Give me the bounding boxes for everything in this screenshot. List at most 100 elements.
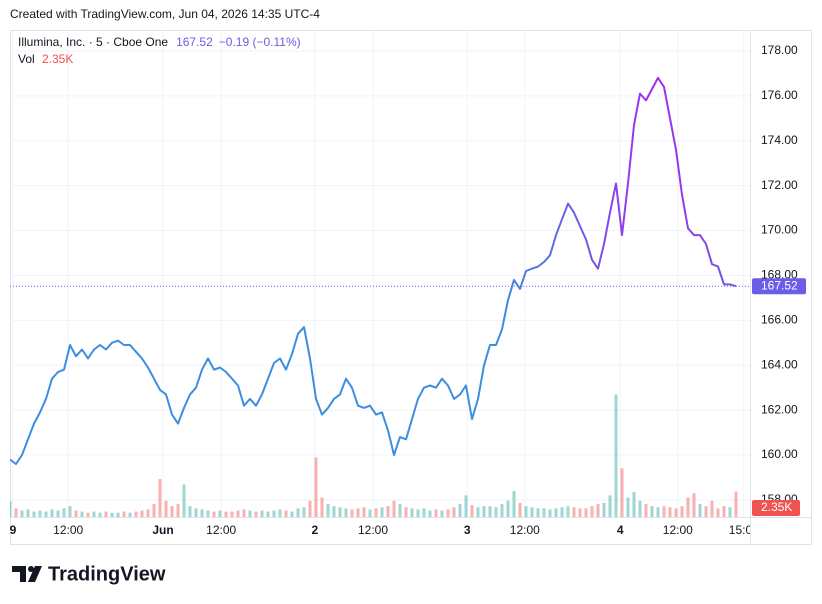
volume-bar xyxy=(146,509,150,517)
volume-bar xyxy=(542,508,546,517)
volume-bar xyxy=(158,479,162,517)
volume-bar xyxy=(266,511,270,517)
volume-bar xyxy=(632,492,636,517)
volume-bar xyxy=(380,507,384,517)
volume-bar xyxy=(488,506,492,517)
volume-bar xyxy=(692,493,696,517)
volume-bar xyxy=(668,507,672,517)
volume-bar xyxy=(248,510,252,517)
volume-bar xyxy=(560,507,564,517)
volume-bar xyxy=(188,506,192,517)
volume-bar xyxy=(314,457,318,517)
volume-bar xyxy=(38,510,42,517)
volume-bar xyxy=(458,504,462,517)
volume-bar xyxy=(122,511,126,517)
volume-bar xyxy=(710,500,714,517)
volume-bar xyxy=(614,394,618,517)
volume-bar xyxy=(548,509,552,517)
y-tick-label: 170.00 xyxy=(761,223,798,237)
volume-bar xyxy=(56,510,60,517)
volume-bar xyxy=(80,511,84,517)
x-tick-label: 2 xyxy=(311,523,318,537)
volume-bar xyxy=(584,508,588,517)
volume-bar xyxy=(20,510,24,517)
x-tick-label: 12:00 xyxy=(206,523,236,537)
volume-bar xyxy=(218,510,222,517)
volume-bar xyxy=(422,508,426,517)
volume-bar xyxy=(236,510,240,517)
volume-bar xyxy=(416,509,420,517)
volume-bar xyxy=(92,511,96,517)
volume-bar xyxy=(110,512,114,517)
x-tick-label: Jun xyxy=(152,523,173,537)
volume-bar xyxy=(128,512,132,517)
volume-bar xyxy=(536,508,540,517)
chart-frame xyxy=(10,30,812,545)
volume-bar xyxy=(374,508,378,517)
logo-icon xyxy=(28,566,42,582)
volume-bar xyxy=(290,511,294,517)
volume-bar xyxy=(284,510,288,517)
volume-bar xyxy=(596,504,600,517)
volume-bar xyxy=(212,511,216,517)
volume-bar xyxy=(104,511,108,517)
volume-bar xyxy=(716,508,720,517)
volume-bar xyxy=(356,508,360,517)
y-tick-label: 178.00 xyxy=(761,43,798,57)
volume-badge xyxy=(752,500,800,516)
volume-bar xyxy=(152,504,156,517)
volume-bar xyxy=(704,506,708,517)
volume-bar xyxy=(50,509,54,517)
volume-bar xyxy=(650,506,654,517)
volume-bar xyxy=(302,507,306,517)
volume-bar xyxy=(338,507,342,517)
price-line xyxy=(10,76,737,465)
symbol-title: Illumina, Inc. · 5 · Cboe One xyxy=(18,35,168,49)
volume-bar xyxy=(434,509,438,517)
volume-bar xyxy=(698,504,702,517)
volume-bar xyxy=(674,508,678,517)
volume-bar xyxy=(224,511,228,517)
volume-bar xyxy=(344,508,348,517)
volume-bar xyxy=(734,491,738,517)
y-tick-label: 162.00 xyxy=(761,402,798,416)
volume-bar xyxy=(326,504,330,517)
volume-bar xyxy=(590,506,594,517)
volume-bar xyxy=(728,507,732,517)
volume-bar xyxy=(134,511,138,517)
y-tick-label: 164.00 xyxy=(761,357,798,371)
last-price: 167.52 xyxy=(176,35,213,49)
time-axis: 9 12:00 Jun 12:00 2 12:00 3 12:00 4 12:00 15:00 xyxy=(10,523,759,537)
volume-bar xyxy=(140,510,144,517)
volume-bar xyxy=(386,506,390,517)
volume-bar xyxy=(398,504,402,517)
brand-logo: TradingView xyxy=(12,563,166,585)
volume-bar xyxy=(296,508,300,517)
volume-bar xyxy=(74,510,78,517)
volume-bar xyxy=(566,506,570,517)
x-tick-label: 9 xyxy=(10,523,17,537)
volume-bar xyxy=(116,512,120,517)
volume-bar xyxy=(524,506,528,517)
price-axis: 158.00160.00162.00164.00166.00168.00170.… xyxy=(752,43,806,516)
volume-bar xyxy=(68,506,72,517)
x-tick-label: 15:00 xyxy=(729,523,759,537)
volume-bar xyxy=(644,504,648,517)
volume-bar xyxy=(392,500,396,517)
volume-bar xyxy=(320,497,324,517)
x-tick-label: 12:00 xyxy=(358,523,388,537)
volume-bar xyxy=(230,511,234,517)
grid xyxy=(10,31,750,517)
x-tick-label: 12:00 xyxy=(510,523,540,537)
volume-bar xyxy=(368,509,372,517)
volume-bar xyxy=(200,509,204,517)
volume-bar xyxy=(506,500,510,517)
volume-bar xyxy=(722,506,726,517)
volume-bar xyxy=(446,509,450,517)
volume-bar xyxy=(272,510,276,517)
volume-bar xyxy=(194,508,198,517)
volume-badge-label: 2.35K xyxy=(761,500,792,514)
y-tick-label: 160.00 xyxy=(761,447,798,461)
legend: Illumina, Inc. · 5 · Cboe One 167.52 −0.… xyxy=(18,35,301,66)
